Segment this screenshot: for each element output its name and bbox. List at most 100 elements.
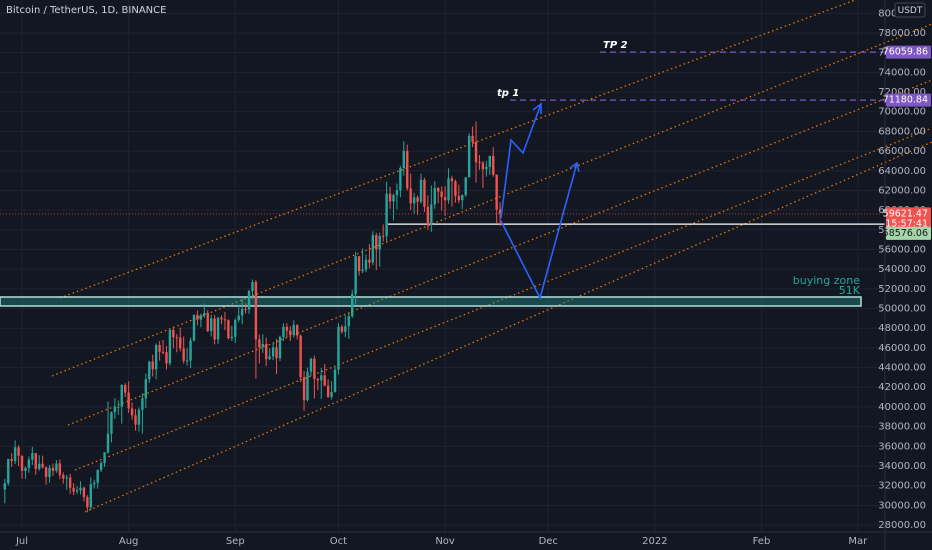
candle-body xyxy=(17,447,20,456)
candle-body xyxy=(292,325,295,336)
price-tag-box xyxy=(886,226,931,240)
candle-body xyxy=(478,162,481,164)
y-tick-label: 46000.00 xyxy=(878,343,926,354)
candle-body xyxy=(3,483,7,490)
candle-body xyxy=(20,455,24,471)
candle-body xyxy=(251,281,254,291)
candle-body xyxy=(402,151,406,169)
candle-body xyxy=(123,384,127,393)
price-tag: 76059.86 xyxy=(883,47,928,58)
candle-body xyxy=(51,467,55,471)
candle-body xyxy=(289,330,292,336)
candle-body xyxy=(344,326,347,332)
candle-body xyxy=(62,474,65,479)
candle-body xyxy=(44,467,48,477)
candle-body xyxy=(106,433,110,453)
candle-body xyxy=(333,369,337,392)
y-tick-label: 64000.00 xyxy=(878,166,926,177)
x-tick-label: Nov xyxy=(435,536,455,547)
candle-body xyxy=(206,313,209,332)
candle-body xyxy=(395,190,399,196)
x-tick-label: Sep xyxy=(226,536,245,547)
arrow-head xyxy=(569,161,580,173)
candle-body xyxy=(179,337,182,349)
candle-body xyxy=(237,315,240,321)
candle-body xyxy=(495,174,498,210)
last-price: 59621.47 xyxy=(883,208,928,219)
y-tick-label: 40000.00 xyxy=(878,402,926,413)
candle-body xyxy=(48,467,51,477)
candle-body xyxy=(330,391,333,397)
x-tick-label: Mar xyxy=(848,536,868,547)
candle-body xyxy=(244,309,247,311)
candle-body xyxy=(41,463,44,468)
candle-body xyxy=(375,235,378,250)
candle-body xyxy=(461,195,464,201)
candle-body xyxy=(93,482,96,485)
price-tag-box xyxy=(886,45,931,59)
candle-body xyxy=(189,340,192,361)
candle-body xyxy=(216,317,220,340)
candle-body xyxy=(399,168,402,191)
candle-body xyxy=(419,179,423,202)
y-tick-label: 62000.00 xyxy=(878,185,926,196)
candle-body xyxy=(450,178,454,182)
y-tick-label: 28000.00 xyxy=(878,520,926,531)
candle-body xyxy=(385,193,388,237)
candle-body xyxy=(141,398,144,410)
candle-body xyxy=(165,352,168,364)
candle-body xyxy=(175,337,178,339)
candle-body xyxy=(454,181,457,196)
countdown: 15:57:41 xyxy=(885,218,928,229)
candle-body xyxy=(299,335,302,378)
y-tick-label: 66000.00 xyxy=(878,146,926,157)
channel-line xyxy=(84,141,932,513)
candle-body xyxy=(240,309,244,316)
candle-body xyxy=(86,497,89,508)
candle-body xyxy=(498,209,502,214)
x-tick-label: 2022 xyxy=(642,536,667,547)
buying-zone xyxy=(0,296,862,307)
candles xyxy=(3,121,502,513)
candle-body xyxy=(271,347,275,357)
candle-body xyxy=(10,459,13,462)
candle-body xyxy=(148,361,151,380)
candle-body xyxy=(323,375,326,386)
candle-body xyxy=(426,206,430,226)
candle-body xyxy=(203,313,206,316)
candle-body xyxy=(151,361,154,370)
candle-body xyxy=(371,235,375,263)
candle-body xyxy=(265,343,268,360)
candle-body xyxy=(492,156,495,175)
tp1-label: tp 1 xyxy=(497,88,519,99)
candle-body xyxy=(313,358,316,379)
last-price-box xyxy=(886,207,931,232)
candle-body xyxy=(464,177,467,196)
candle-body xyxy=(27,459,31,468)
candle-body xyxy=(110,412,113,434)
y-tick-label: 72000.00 xyxy=(878,87,926,98)
arrow xyxy=(500,103,542,219)
channel-line xyxy=(51,23,932,377)
y-tick-label: 38000.00 xyxy=(878,422,926,433)
candle-body xyxy=(34,453,37,469)
zone-label: buying zone xyxy=(793,274,860,287)
y-tick-label: 68000.00 xyxy=(878,126,926,137)
candle-body xyxy=(13,447,17,462)
candle-body xyxy=(24,467,27,471)
candle-body xyxy=(227,320,230,339)
y-tick-label: 44000.00 xyxy=(878,363,926,374)
candle-body xyxy=(134,415,137,425)
candle-body xyxy=(234,320,237,337)
candle-body xyxy=(58,463,62,475)
candle-body xyxy=(488,156,491,167)
zone-level: 51K xyxy=(839,284,861,297)
candle-body xyxy=(436,187,440,192)
candle-body xyxy=(354,256,357,295)
candle-body xyxy=(137,409,141,425)
channel-line xyxy=(67,79,932,426)
candle-body xyxy=(127,392,130,409)
candle-body xyxy=(416,197,419,202)
candle-body xyxy=(120,384,123,407)
y-tick-label: 48000.00 xyxy=(878,323,926,334)
